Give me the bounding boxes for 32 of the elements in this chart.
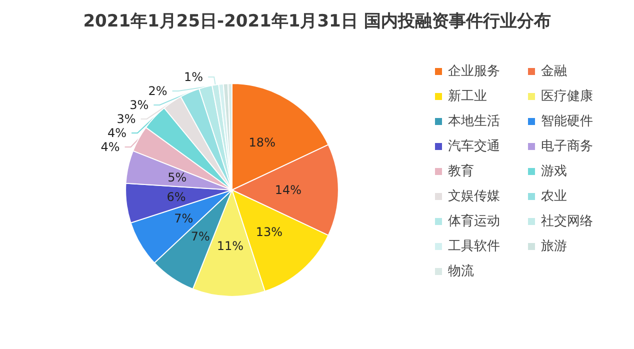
legend-label: 医疗健康 <box>541 89 593 104</box>
legend-label: 体育运动 <box>448 213 500 229</box>
data-label: 3% <box>116 112 136 126</box>
legend-label: 社交网络 <box>541 213 593 229</box>
data-label: 4% <box>107 126 127 140</box>
legend-label: 企业服务 <box>448 64 500 79</box>
legend-label: 教育 <box>448 163 474 179</box>
data-label: 14% <box>274 183 302 197</box>
data-label: 1% <box>184 70 204 84</box>
legend-label: 汽车交通 <box>448 138 500 154</box>
legend-label: 物流 <box>448 263 474 279</box>
data-label: 3% <box>130 98 149 112</box>
data-label: 4% <box>100 140 120 154</box>
data-label: 11% <box>216 239 244 254</box>
legend-label: 文娱传媒 <box>448 189 500 204</box>
legend-label: 工具软件 <box>448 239 500 254</box>
legend-label: 本地生活 <box>448 114 500 129</box>
data-label: 2% <box>148 84 168 98</box>
data-label: 7% <box>174 212 194 226</box>
legend-label: 智能硬件 <box>541 114 593 129</box>
data-label: 18% <box>248 136 276 150</box>
legend-label: 农业 <box>541 189 567 204</box>
data-label: 7% <box>190 230 210 244</box>
data-label: 13% <box>256 225 283 240</box>
data-label: 5% <box>168 170 187 185</box>
chart-title: 2021年1月25日-2021年1月31日 国内投融资事件行业分布 <box>83 12 551 32</box>
legend-label: 新工业 <box>448 89 487 104</box>
legend-label: 金融 <box>541 64 567 79</box>
data-label: 6% <box>166 190 186 204</box>
legend-label: 电子商务 <box>541 139 593 154</box>
legend-label: 旅游 <box>541 239 567 254</box>
legend-label: 游戏 <box>541 164 567 179</box>
